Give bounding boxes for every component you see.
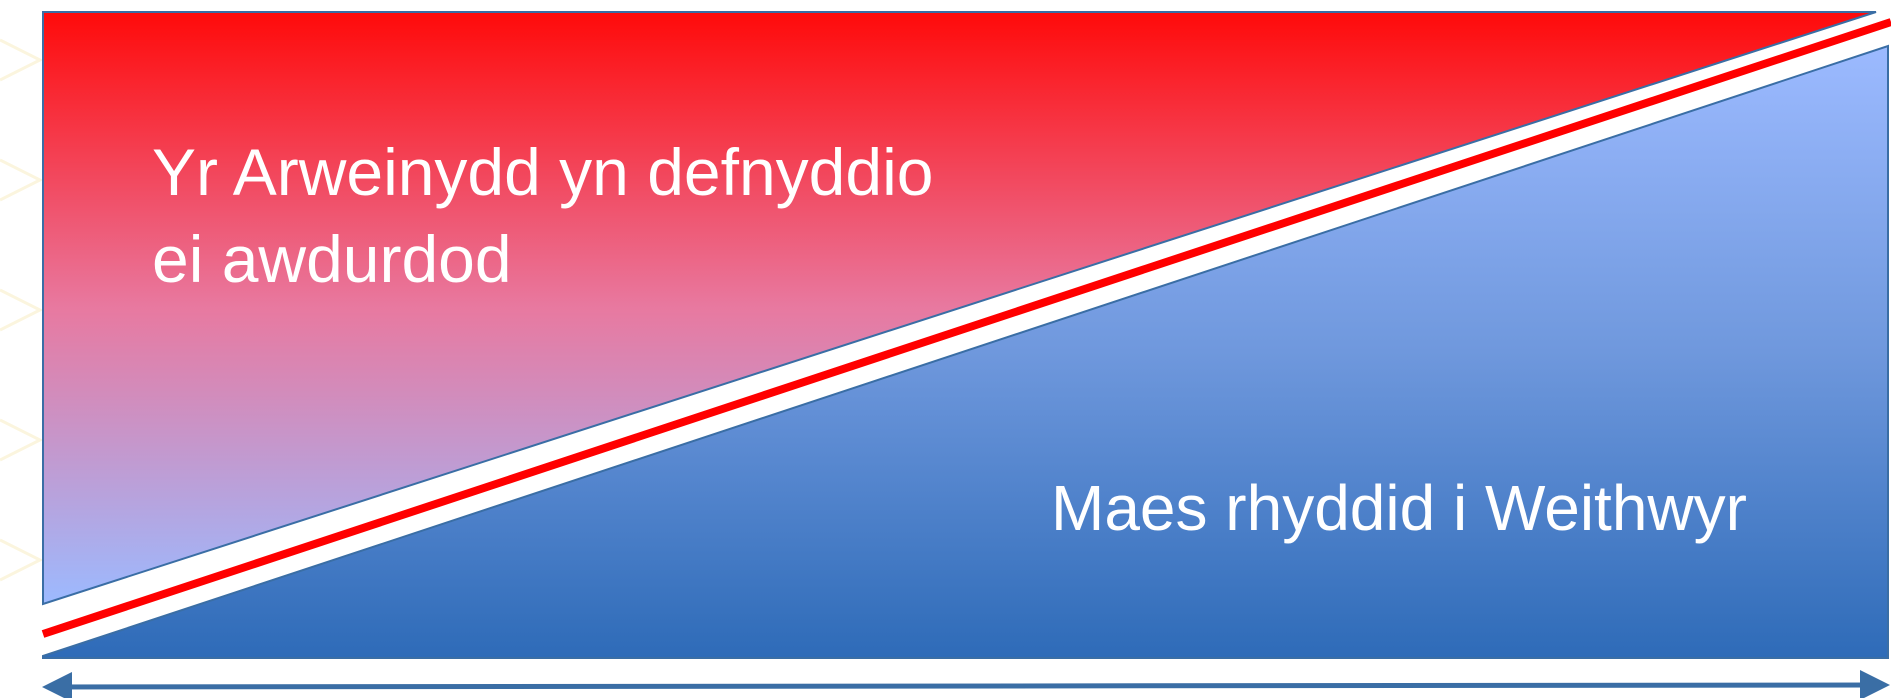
worker-freedom-label: Maes rhyddid i Weithwyr (1051, 472, 1747, 544)
background-pattern (0, 38, 44, 582)
divider-line (41, 18, 1891, 638)
leader-authority-area (42, 11, 1877, 606)
leader-authority-label-line2: ei awdurdod (152, 222, 512, 296)
leader-authority-label-line1: Yr Arweinydd yn defnyddio (152, 135, 933, 209)
worker-freedom-area (42, 44, 1889, 659)
continuum-arrow (42, 670, 1890, 698)
